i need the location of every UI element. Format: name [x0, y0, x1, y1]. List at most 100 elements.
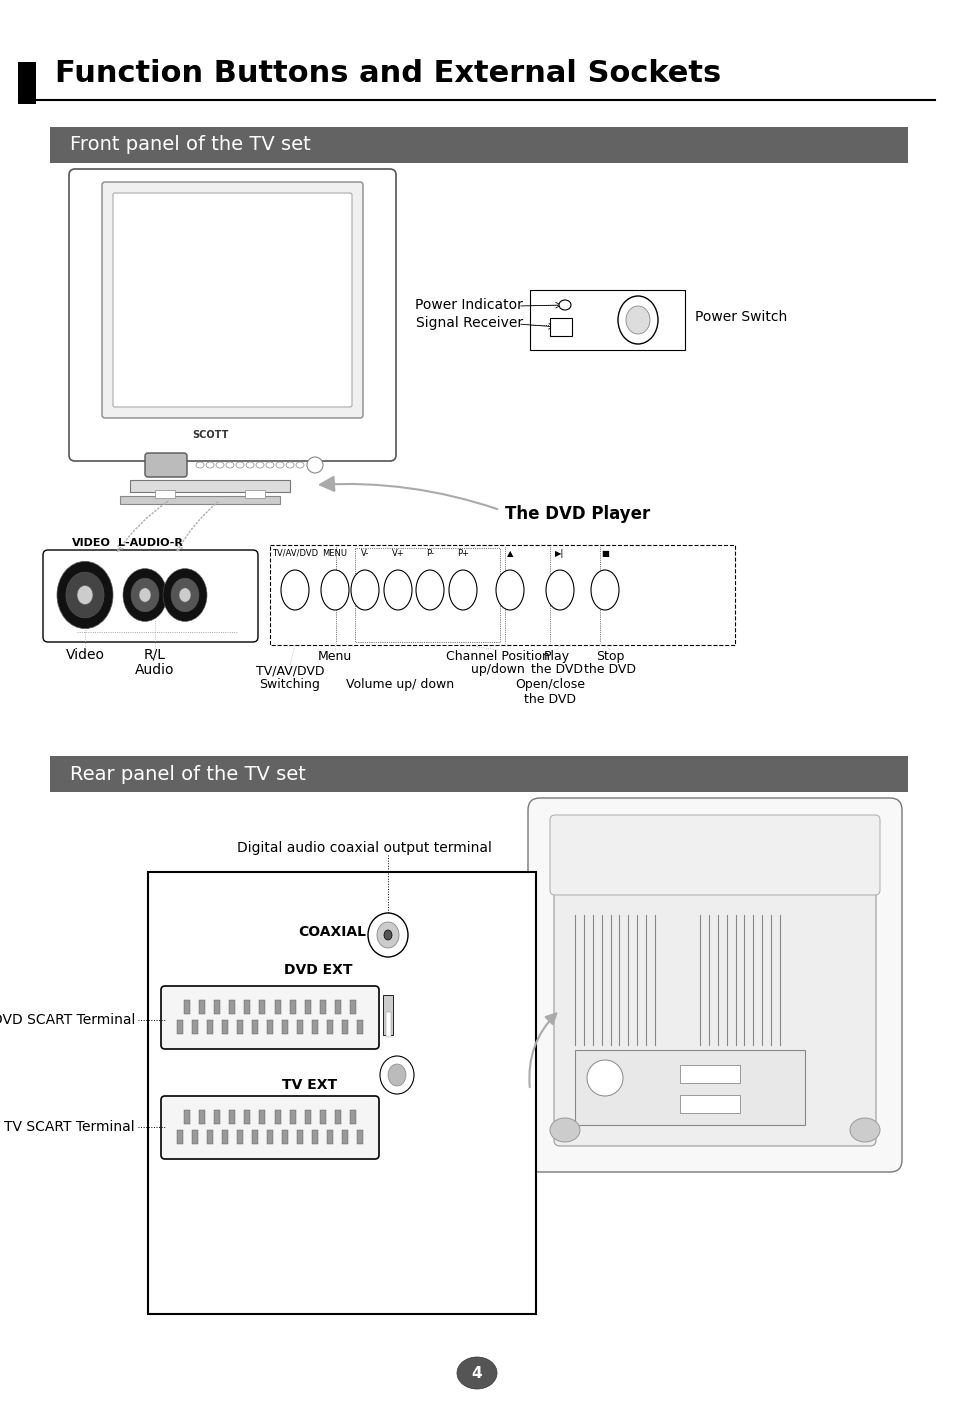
Bar [184, 1000, 190, 1014]
Bar [274, 1000, 280, 1014]
Text: SCOTT: SCOTT [192, 430, 228, 440]
Bar [177, 1131, 183, 1145]
Bar [130, 481, 290, 492]
Text: V+: V+ [392, 549, 404, 558]
Ellipse shape [77, 586, 92, 605]
Bar [259, 1000, 265, 1014]
Bar [207, 1131, 213, 1145]
Bar [335, 1110, 340, 1124]
Bar [386, 1012, 391, 1037]
Bar [296, 1131, 303, 1145]
FancyBboxPatch shape [161, 1096, 378, 1159]
Bar [356, 1131, 363, 1145]
Bar [50, 757, 907, 792]
Bar [319, 1110, 326, 1124]
Ellipse shape [449, 570, 476, 609]
Bar [350, 1110, 355, 1124]
Bar [199, 1110, 205, 1124]
Text: Stop: Stop [596, 650, 623, 663]
Bar [679, 1065, 740, 1083]
Ellipse shape [586, 1061, 622, 1096]
Ellipse shape [57, 562, 112, 629]
Bar [18, 62, 36, 104]
Bar [177, 1020, 183, 1034]
Ellipse shape [295, 462, 304, 468]
Bar [304, 1000, 311, 1014]
Ellipse shape [281, 570, 309, 609]
Bar [207, 1020, 213, 1034]
Ellipse shape [416, 570, 443, 609]
Bar [229, 1000, 235, 1014]
Bar [319, 1000, 326, 1014]
Ellipse shape [195, 462, 204, 468]
Text: TV SCART Terminal: TV SCART Terminal [5, 1119, 135, 1133]
Text: Function Buttons and External Sockets: Function Buttons and External Sockets [55, 59, 720, 88]
Ellipse shape [66, 572, 104, 618]
FancyBboxPatch shape [43, 551, 257, 642]
Ellipse shape [618, 296, 658, 345]
Bar [259, 1110, 265, 1124]
Bar [290, 1000, 295, 1014]
Text: The DVD Player: The DVD Player [504, 504, 650, 523]
Text: P+: P+ [456, 549, 469, 558]
Text: TV/AV/DVD: TV/AV/DVD [255, 665, 324, 678]
Text: TV/AV/DVD: TV/AV/DVD [272, 549, 317, 558]
Bar [229, 1110, 235, 1124]
Ellipse shape [171, 579, 199, 612]
Bar [244, 1110, 250, 1124]
FancyBboxPatch shape [527, 799, 901, 1173]
Bar [236, 1020, 243, 1034]
Bar [222, 1020, 228, 1034]
Bar [355, 548, 499, 642]
Ellipse shape [255, 462, 264, 468]
Bar [192, 1131, 198, 1145]
Text: Play: Play [543, 650, 570, 663]
Ellipse shape [307, 457, 323, 474]
Ellipse shape [351, 570, 378, 609]
Bar [148, 871, 536, 1314]
Ellipse shape [139, 588, 151, 602]
Text: Channel Position: Channel Position [446, 650, 549, 663]
Bar [296, 1020, 303, 1034]
Text: ▶|: ▶| [555, 549, 564, 558]
Ellipse shape [376, 922, 398, 948]
Bar [252, 1131, 257, 1145]
FancyBboxPatch shape [554, 824, 875, 1146]
Bar [575, 1049, 804, 1125]
Text: Power Switch: Power Switch [695, 310, 786, 324]
Bar [550, 318, 572, 336]
Text: up/down: up/down [471, 663, 524, 677]
Ellipse shape [131, 579, 159, 612]
Ellipse shape [456, 1358, 497, 1388]
Ellipse shape [545, 570, 574, 609]
Text: Digital audio coaxial output terminal: Digital audio coaxial output terminal [237, 841, 492, 855]
Bar [679, 1096, 740, 1112]
FancyBboxPatch shape [161, 986, 378, 1049]
Text: Front panel of the TV set: Front panel of the TV set [70, 136, 311, 154]
Text: Open/close
the DVD: Open/close the DVD [515, 678, 584, 706]
Text: VIDEO: VIDEO [71, 538, 111, 548]
Text: V-: V- [360, 549, 369, 558]
Ellipse shape [590, 570, 618, 609]
Ellipse shape [384, 930, 392, 940]
FancyBboxPatch shape [550, 815, 879, 895]
Text: TV EXT: TV EXT [282, 1077, 337, 1091]
Ellipse shape [179, 588, 191, 602]
Bar [50, 127, 907, 163]
Bar [327, 1131, 333, 1145]
Ellipse shape [558, 300, 571, 310]
Bar [335, 1000, 340, 1014]
Bar [192, 1020, 198, 1034]
Ellipse shape [320, 570, 349, 609]
Bar [267, 1020, 273, 1034]
Ellipse shape [246, 462, 253, 468]
Bar [327, 1020, 333, 1034]
Bar [341, 1131, 348, 1145]
FancyBboxPatch shape [145, 453, 187, 476]
Text: Power Indicator: Power Indicator [415, 298, 522, 312]
Ellipse shape [163, 569, 207, 622]
FancyBboxPatch shape [69, 170, 395, 461]
Ellipse shape [266, 462, 274, 468]
Text: MENU: MENU [322, 549, 347, 558]
Bar [274, 1110, 280, 1124]
